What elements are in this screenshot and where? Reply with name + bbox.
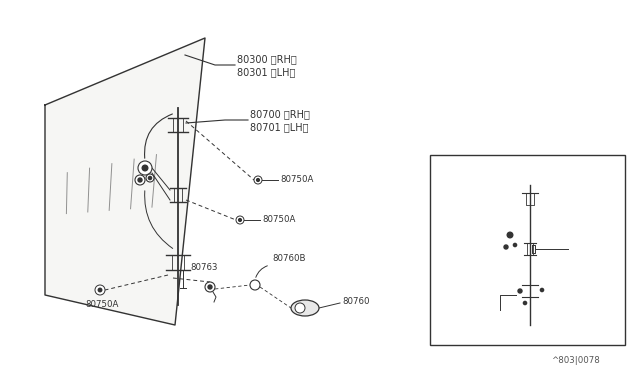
Text: 80700 〈RH〉: 80700 〈RH〉	[570, 243, 623, 252]
Circle shape	[236, 216, 244, 224]
Circle shape	[250, 280, 260, 290]
Circle shape	[257, 179, 259, 182]
Circle shape	[239, 219, 241, 221]
Circle shape	[501, 242, 511, 252]
Text: 80300 〈RH〉: 80300 〈RH〉	[237, 54, 297, 64]
Ellipse shape	[291, 300, 319, 316]
Text: 80730 〈RH〉: 80730 〈RH〉	[440, 305, 493, 314]
Text: 80700 〈RH〉: 80700 〈RH〉	[250, 109, 310, 119]
Circle shape	[148, 176, 152, 180]
Circle shape	[521, 299, 529, 307]
Circle shape	[208, 285, 212, 289]
Circle shape	[142, 165, 148, 171]
Text: 80760B: 80760B	[272, 254, 305, 263]
Circle shape	[146, 174, 154, 182]
Ellipse shape	[295, 303, 305, 313]
Circle shape	[538, 286, 546, 294]
Circle shape	[504, 245, 508, 249]
Circle shape	[135, 175, 145, 185]
Text: F/POWER WINDOW: F/POWER WINDOW	[438, 165, 525, 174]
Text: 80750A: 80750A	[280, 174, 314, 183]
Circle shape	[254, 176, 262, 184]
Text: 80301 〈LH〉: 80301 〈LH〉	[237, 67, 296, 77]
Circle shape	[95, 285, 105, 295]
Circle shape	[540, 288, 543, 292]
Circle shape	[99, 288, 102, 292]
Text: 80750A: 80750A	[85, 300, 118, 309]
Circle shape	[513, 243, 516, 247]
Text: 80701 〈LH〉: 80701 〈LH〉	[250, 122, 308, 132]
Text: 80763: 80763	[190, 263, 218, 272]
Circle shape	[205, 282, 215, 292]
Circle shape	[515, 286, 525, 296]
Text: 80760: 80760	[342, 296, 369, 305]
Text: 80731 〈LH〉: 80731 〈LH〉	[440, 316, 492, 325]
Circle shape	[511, 241, 519, 249]
Text: ^803|0078: ^803|0078	[551, 356, 600, 365]
Circle shape	[524, 301, 527, 305]
Text: 80750A: 80750A	[262, 215, 296, 224]
Text: 80701 〈LH〉: 80701 〈LH〉	[570, 254, 621, 263]
Circle shape	[518, 289, 522, 293]
Circle shape	[503, 228, 517, 242]
Circle shape	[507, 232, 513, 238]
Circle shape	[138, 178, 142, 182]
Circle shape	[138, 161, 152, 175]
Polygon shape	[45, 38, 205, 325]
Bar	[430, 155, 625, 345]
